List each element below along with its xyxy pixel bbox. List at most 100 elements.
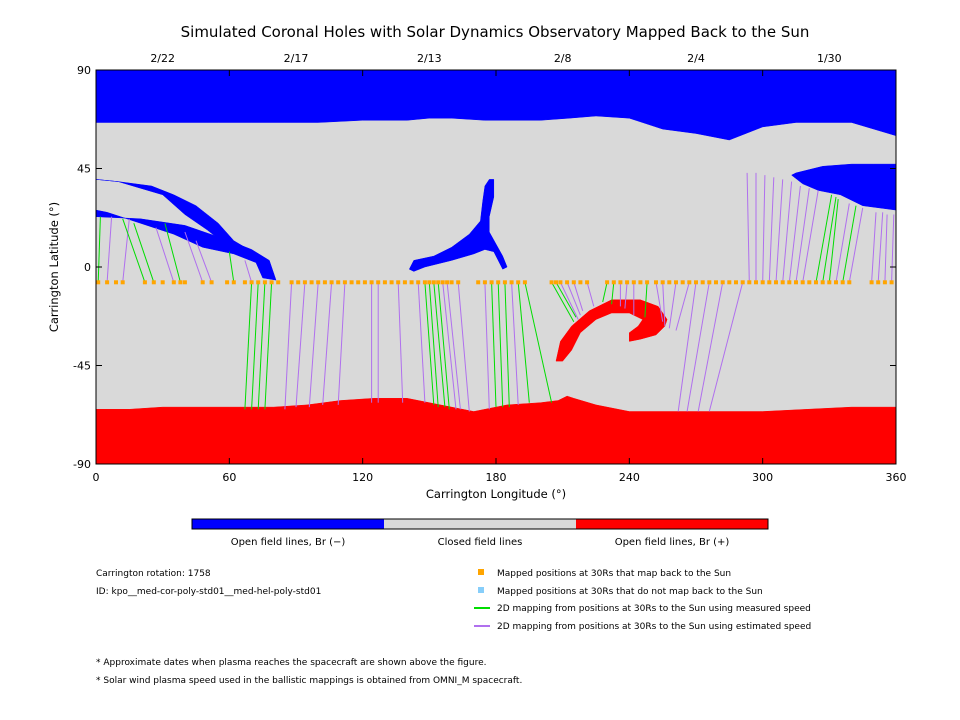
measured-speed-mapping-line [428, 282, 439, 408]
mapped-position-point [120, 280, 125, 285]
mapped-position-point [309, 280, 314, 285]
mapped-position-point [794, 280, 798, 285]
measured-speed-mapping-line [433, 282, 446, 408]
measured-speed-mapping-line [842, 205, 857, 283]
estimated-speed-mapping-line [655, 282, 664, 322]
mapped-position-point [356, 280, 361, 285]
measured-speed-mapping-line [551, 282, 575, 322]
measured-speed-mapping-line [164, 223, 181, 283]
north-polar-coronal-hole [95, 69, 897, 211]
estimated-speed-mapping-line [795, 188, 810, 283]
estimated-speed-mapping-line [697, 282, 724, 412]
mapped-position-point [231, 280, 236, 285]
mapped-position-point [549, 280, 554, 285]
measured-speed-mapping-line [257, 282, 266, 410]
estimated-speed-mapping-line [573, 282, 584, 311]
footnote-speed-source: * Solar wind plasma speed used in the ba… [96, 676, 522, 686]
mapped-position-point [389, 280, 394, 285]
mapped-position-point [160, 280, 165, 285]
measured-speed-mapping-line [491, 282, 497, 408]
top-date-label: 2/4 [687, 52, 705, 65]
mapped-position-point [734, 280, 738, 285]
estimated-speed-mapping-line [891, 214, 895, 283]
mapped-position-point [876, 280, 881, 285]
x-tick-label: 180 [486, 471, 507, 484]
estimated-speed-mapping-line [397, 282, 404, 403]
legend-swatch-mapped [478, 569, 484, 575]
x-tick-label: 240 [619, 471, 640, 484]
y-tick-label: 90 [77, 64, 91, 77]
mapped-position-point [787, 280, 792, 285]
measured-speed-mapping-line [437, 282, 450, 410]
x-axis-label: Carrington Longitude (°) [426, 487, 566, 501]
measured-speed-mapping-line [251, 282, 259, 410]
mapped-position-point [178, 280, 183, 285]
mapped-position-point [707, 280, 712, 285]
mapped-position-point [96, 280, 101, 285]
mapped-position-point [276, 280, 281, 285]
footpoint-mapping-lines [97, 172, 895, 412]
mapped-position-point [700, 280, 705, 285]
mapped-position-point [322, 280, 327, 285]
measured-speed-mapping-line [644, 282, 648, 318]
mapped-position-point [209, 280, 214, 285]
mapped-position-point [445, 280, 450, 285]
mapped-position-point [667, 280, 672, 285]
measured-speed-mapping-line [611, 282, 615, 305]
estimated-speed-mapping-line [295, 282, 306, 408]
estimated-speed-mapping-line [559, 282, 579, 320]
mapped-position-point [342, 280, 347, 285]
measured-speed-mapping-line [122, 218, 146, 283]
mapped-position-point [714, 280, 718, 285]
mapped-position-point [225, 280, 230, 285]
mapped-position-point [840, 280, 845, 285]
y-axis-ticks: 90 45 0 -45 -90 [73, 64, 896, 471]
estimated-speed-mapping-line [155, 227, 175, 283]
estimated-speed-mapping-line [322, 282, 333, 405]
x-tick-label: 300 [752, 471, 773, 484]
estimated-speed-mapping-line [284, 282, 293, 410]
chart-title: Simulated Coronal Holes with Solar Dynam… [181, 23, 810, 41]
mapped-position-point [882, 280, 887, 285]
x-tick-label: 120 [352, 471, 373, 484]
measured-speed-mapping-line [602, 282, 608, 303]
mapped-position-point [249, 280, 254, 285]
estimated-speed-mapping-line [106, 216, 113, 283]
top-date-label: 2/17 [284, 52, 309, 65]
mapped-position-point [827, 280, 832, 285]
estimated-speed-mapping-line [708, 282, 744, 412]
mapped-position-point [296, 280, 301, 285]
mapped-position-point [605, 280, 610, 285]
y-tick-label: 0 [84, 261, 91, 274]
mapped-position-point [256, 280, 261, 285]
mapped-position-point [182, 280, 187, 285]
mapped-position-point [720, 280, 725, 285]
mapped-position-point [654, 280, 658, 285]
mapped-position-point [558, 280, 563, 285]
measured-speed-mapping-line [504, 282, 510, 408]
mapped-position-point [760, 280, 765, 285]
mapped-position-point [449, 280, 454, 285]
estimated-speed-mapping-line [624, 282, 628, 309]
mapped-position-point [754, 280, 758, 285]
mapped-position-point [814, 280, 818, 285]
mapped-position-point [687, 280, 692, 285]
measured-speed-mapping-line [517, 282, 530, 403]
mapped-position-point [680, 280, 685, 285]
mapped-position-point [502, 280, 507, 285]
mapped-position-point [402, 280, 407, 285]
mapped-position-point [302, 280, 307, 285]
estimated-speed-mapping-line [337, 282, 346, 405]
mapped-position-point [774, 280, 778, 285]
estimated-speed-mapping-line [662, 282, 666, 327]
estimated-speed-mapping-line [586, 282, 595, 307]
mapped-position-point [834, 280, 838, 285]
mapped-position-point [269, 280, 274, 285]
measured-speed-mapping-line [822, 196, 837, 283]
estimated-speed-mapping-line [244, 260, 253, 283]
mapped-position-point [436, 280, 441, 285]
top-date-label: 1/30 [817, 52, 842, 65]
x-tick-label: 360 [886, 471, 907, 484]
mapped-position-point [316, 280, 321, 285]
